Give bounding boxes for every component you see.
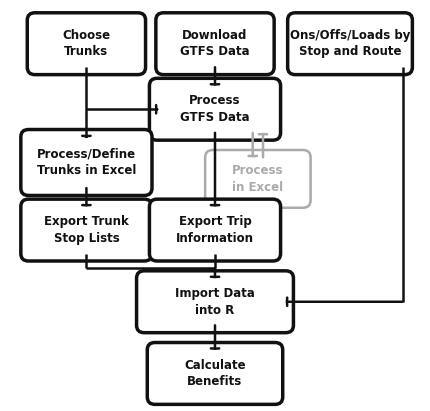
Text: Calculate
Benefits: Calculate Benefits xyxy=(184,359,246,388)
Text: Process
GTFS Data: Process GTFS Data xyxy=(180,95,250,124)
FancyBboxPatch shape xyxy=(205,150,310,208)
Text: Export Trip
Information: Export Trip Information xyxy=(176,215,254,245)
FancyBboxPatch shape xyxy=(288,13,412,75)
Text: Process/Define
Trunks in Excel: Process/Define Trunks in Excel xyxy=(37,148,136,177)
Text: Choose
Trunks: Choose Trunks xyxy=(62,29,111,58)
FancyBboxPatch shape xyxy=(156,13,274,75)
FancyBboxPatch shape xyxy=(149,199,281,261)
Text: Export Trunk
Stop Lists: Export Trunk Stop Lists xyxy=(44,215,129,245)
Text: Import Data
into R: Import Data into R xyxy=(175,287,255,316)
Text: Ons/Offs/Loads by
Stop and Route: Ons/Offs/Loads by Stop and Route xyxy=(290,29,410,58)
FancyBboxPatch shape xyxy=(21,129,152,196)
FancyBboxPatch shape xyxy=(149,79,281,140)
Text: Process
in Excel: Process in Excel xyxy=(232,164,284,194)
FancyBboxPatch shape xyxy=(137,271,293,332)
FancyBboxPatch shape xyxy=(21,199,152,261)
FancyBboxPatch shape xyxy=(27,13,146,75)
FancyBboxPatch shape xyxy=(147,342,283,404)
Text: Download
GTFS Data: Download GTFS Data xyxy=(180,29,250,58)
